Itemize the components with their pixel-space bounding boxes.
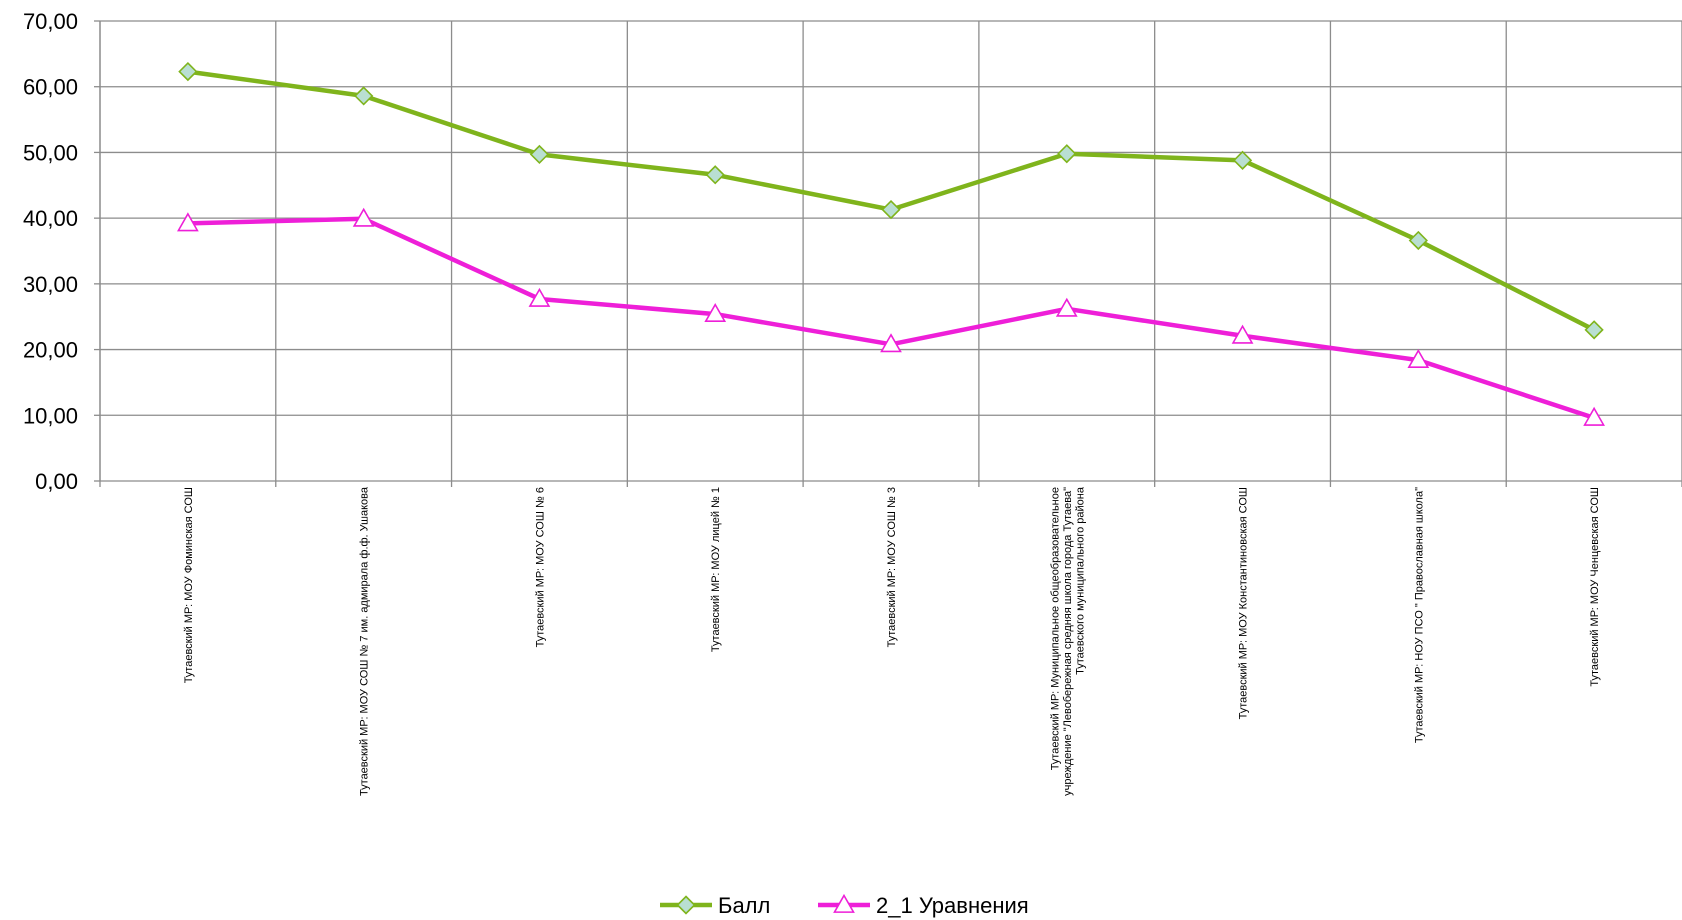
data-point-series-2	[704, 302, 727, 323]
x-tick-label: Тутаевского муниципального района	[1074, 486, 1086, 675]
data-point-series-1	[1057, 144, 1077, 164]
x-tick-label: учреждение "Левобережная средняя школа г…	[1062, 487, 1074, 796]
y-tick-label: 20,00	[23, 338, 78, 363]
data-point-series-1	[705, 165, 725, 185]
x-tick-label: Тутаевский МР: МОУ Ченцевская СОШ	[1589, 487, 1601, 687]
data-point-series-2	[528, 287, 551, 307]
x-tick-label: Тутаевский МР: НОУ ПСО " Православная шк…	[1413, 487, 1425, 743]
data-point-series-1	[178, 61, 198, 82]
x-tick-label: Тутаевский МР: МОУ Константиновская СОШ	[1238, 487, 1250, 719]
data-point-series-2	[1231, 324, 1254, 344]
data-point-series-1	[1232, 150, 1253, 170]
y-tick-label: 40,00	[23, 206, 78, 231]
x-tick-label: Тутаевский МР: МОУ лицей № 1	[710, 487, 722, 652]
data-point-series-2	[880, 333, 902, 353]
x-tick-label: Тутаевский МР: МОУ Фоминская СОШ	[183, 487, 195, 683]
y-tick-label: 0,00	[35, 469, 78, 494]
data-point-series-1	[529, 144, 550, 165]
data-point-series-1	[1408, 230, 1428, 251]
x-tick-label: Тутаевский МР: Муниципальное общеобразов…	[1049, 487, 1061, 770]
data-point-series-2	[177, 212, 199, 232]
data-point-series-1	[1584, 320, 1604, 340]
x-tick-label: Тутаевский МР: МОУ СОШ № 3	[886, 487, 898, 647]
legend-label-1: Балл	[718, 893, 770, 918]
data-point-series-2	[1055, 297, 1078, 317]
y-tick-label: 50,00	[23, 140, 78, 165]
data-point-series-2	[1583, 406, 1605, 426]
series-line-2	[185, 216, 1597, 421]
x-tick-label: Тутаевский МР: МОУ СОШ № 7 им. адмирала …	[359, 486, 371, 796]
legend-label-2: 2_1 Уравнения	[876, 893, 1029, 918]
data-point-series-2	[1407, 348, 1430, 369]
legend-marker-2	[833, 893, 855, 913]
y-tick-label: 30,00	[23, 272, 78, 297]
data-point-series-1	[881, 199, 901, 220]
data-point-series-1	[354, 86, 374, 106]
y-tick-label: 60,00	[23, 75, 78, 100]
x-tick-label: Тутаевский МР: МОУ СОШ № 6	[534, 487, 546, 647]
data-point-series-2	[352, 207, 375, 227]
y-tick-label: 70,00	[23, 9, 78, 34]
legend-marker-1	[676, 895, 696, 915]
y-tick-label: 10,00	[23, 403, 78, 428]
